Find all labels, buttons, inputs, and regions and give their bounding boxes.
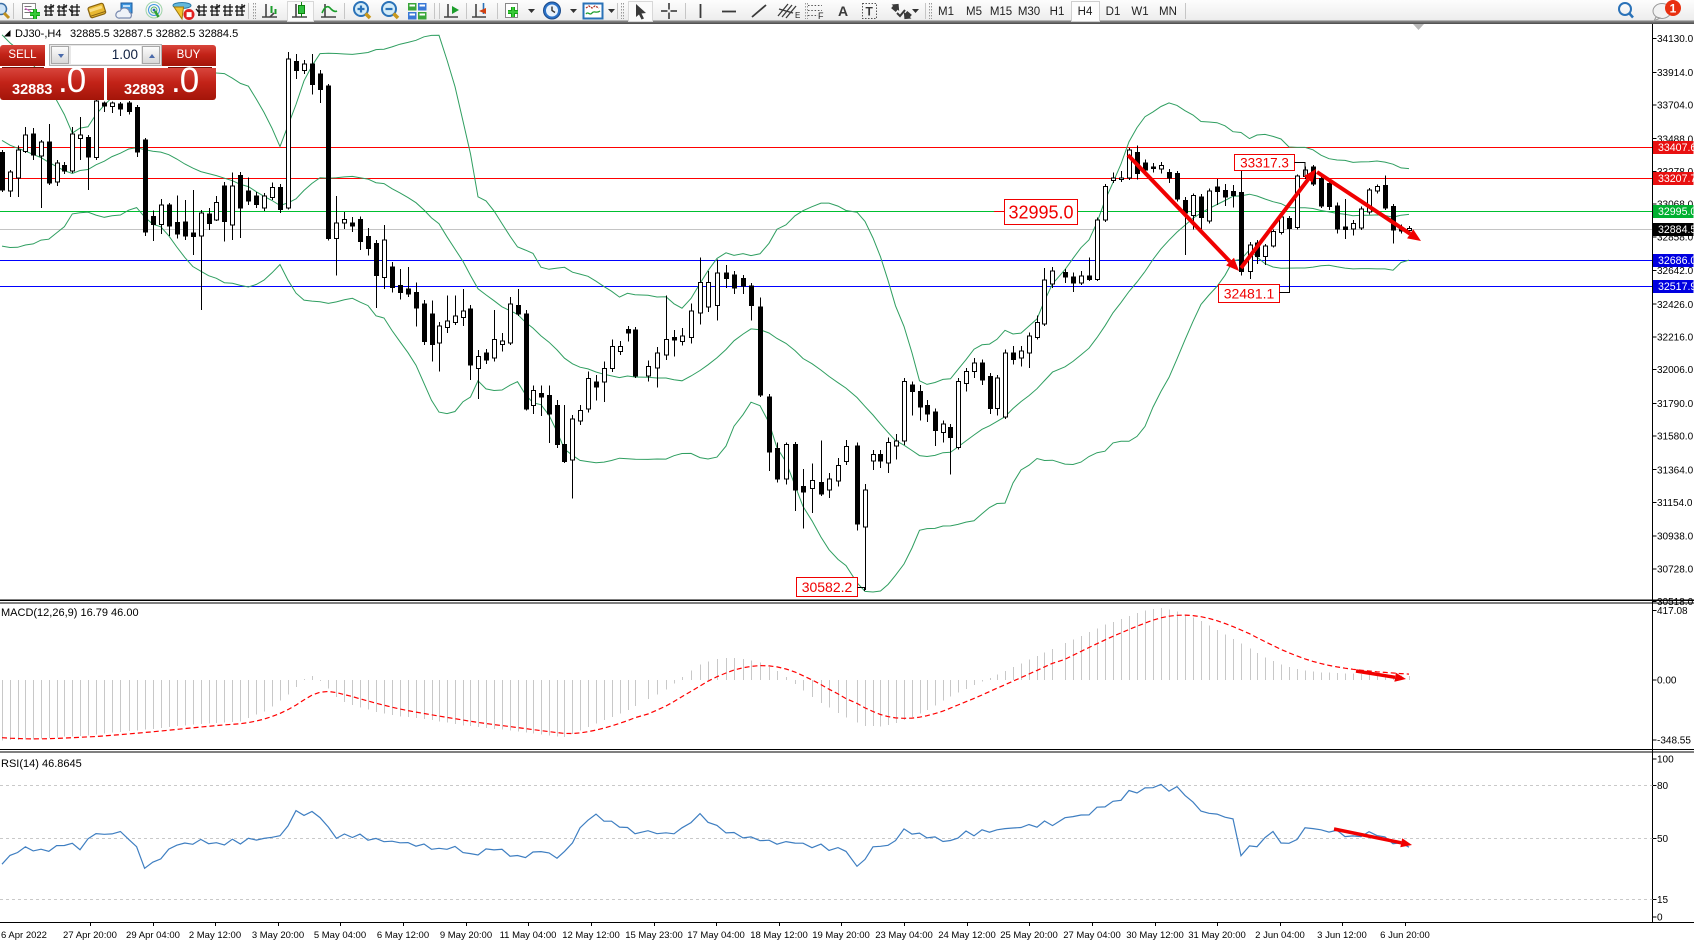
- svg-text:D1: D1: [1106, 6, 1121, 18]
- svg-text:23 May 04:00: 23 May 04:00: [875, 930, 933, 941]
- svg-text:34130.0: 34130.0: [1657, 34, 1694, 45]
- svg-text:2 Jun 04:00: 2 Jun 04:00: [1255, 930, 1305, 941]
- svg-text:32995.0: 32995.0: [1008, 203, 1073, 223]
- svg-text:25 May 20:00: 25 May 20:00: [1000, 930, 1058, 941]
- svg-text:32686.0: 32686.0: [1658, 255, 1694, 267]
- svg-text:80: 80: [1657, 781, 1669, 792]
- svg-text:3 Jun 12:00: 3 Jun 12:00: [1317, 930, 1367, 941]
- svg-text:33407.6: 33407.6: [1658, 142, 1694, 154]
- svg-text:32216.0: 32216.0: [1657, 333, 1694, 344]
- svg-text:E: E: [795, 11, 800, 20]
- svg-text:6 Apr 2022: 6 Apr 2022: [1, 930, 47, 941]
- svg-text:M15: M15: [990, 6, 1012, 18]
- svg-text:32517.9: 32517.9: [1658, 281, 1694, 293]
- svg-text:M30: M30: [1018, 6, 1040, 18]
- svg-text:50: 50: [1657, 834, 1669, 845]
- svg-text:0: 0: [1657, 913, 1663, 924]
- svg-text:6 Jun 20:00: 6 Jun 20:00: [1380, 930, 1430, 941]
- svg-text:31790.0: 31790.0: [1657, 399, 1694, 410]
- svg-text:15: 15: [1657, 895, 1669, 906]
- svg-text:31154.0: 31154.0: [1657, 498, 1693, 509]
- svg-text:31364.0: 31364.0: [1657, 465, 1694, 476]
- svg-text:33207.7: 33207.7: [1658, 173, 1694, 185]
- svg-text:2 May 12:00: 2 May 12:00: [189, 930, 241, 941]
- svg-text:33317.3: 33317.3: [1240, 155, 1289, 170]
- svg-text:11 May 04:00: 11 May 04:00: [500, 930, 557, 941]
- svg-text:24 May 12:00: 24 May 12:00: [938, 930, 996, 941]
- svg-text:H4: H4: [1078, 6, 1093, 18]
- svg-text:27 May 04:00: 27 May 04:00: [1063, 930, 1121, 941]
- svg-text:F: F: [818, 11, 824, 21]
- svg-text:30582.2: 30582.2: [802, 579, 853, 595]
- svg-text:32426.0: 32426.0: [1657, 300, 1694, 311]
- svg-text:MN: MN: [1159, 6, 1177, 18]
- svg-text:H1: H1: [1050, 6, 1065, 18]
- svg-text:30518.0: 30518.0: [1657, 597, 1694, 608]
- svg-text:100: 100: [1657, 755, 1674, 766]
- svg-text:32481.1: 32481.1: [1224, 286, 1275, 302]
- svg-text:30728.0: 30728.0: [1657, 564, 1694, 575]
- svg-text:DJ30-,H4: DJ30-,H4: [15, 28, 61, 40]
- svg-text:32642.0: 32642.0: [1657, 266, 1694, 277]
- svg-text:17 May 04:00: 17 May 04:00: [687, 930, 745, 941]
- svg-text:RSI(14) 46.8645: RSI(14) 46.8645: [1, 758, 82, 770]
- svg-text:18 May 12:00: 18 May 12:00: [750, 930, 808, 941]
- svg-text:M1: M1: [938, 6, 954, 18]
- svg-text:M5: M5: [966, 6, 982, 18]
- svg-text:12 May 12:00: 12 May 12:00: [562, 930, 620, 941]
- svg-text:T: T: [866, 5, 874, 19]
- svg-text:5 May 04:00: 5 May 04:00: [314, 930, 366, 941]
- svg-text:6 May 12:00: 6 May 12:00: [377, 930, 429, 941]
- svg-text:30 May 12:00: 30 May 12:00: [1126, 930, 1184, 941]
- svg-text:A: A: [838, 3, 848, 19]
- svg-text:15 May 23:00: 15 May 23:00: [625, 930, 683, 941]
- svg-text:31580.0: 31580.0: [1657, 432, 1694, 443]
- svg-text:-348.55: -348.55: [1657, 736, 1691, 747]
- svg-text:32885.5 32887.5 32882.5 32884.: 32885.5 32887.5 32882.5 32884.5: [70, 28, 238, 40]
- svg-text:MACD(12,26,9) 16.79 46.00: MACD(12,26,9) 16.79 46.00: [1, 607, 139, 619]
- svg-text:33488.0: 33488.0: [1657, 134, 1694, 145]
- svg-text:0.00: 0.00: [1657, 676, 1677, 687]
- svg-text:31 May 20:00: 31 May 20:00: [1188, 930, 1246, 941]
- svg-text:33704.0: 33704.0: [1657, 101, 1694, 112]
- svg-text:W1: W1: [1131, 6, 1148, 18]
- svg-text:32858.0: 32858.0: [1657, 233, 1694, 244]
- svg-text:32884.5: 32884.5: [1658, 224, 1694, 236]
- svg-text:29 Apr 04:00: 29 Apr 04:00: [126, 930, 180, 941]
- svg-text:27 Apr 20:00: 27 Apr 20:00: [63, 930, 117, 941]
- svg-text:9 May 20:00: 9 May 20:00: [440, 930, 492, 941]
- svg-text:1: 1: [1670, 2, 1677, 16]
- svg-text:32006.0: 32006.0: [1657, 365, 1694, 376]
- svg-text:3 May 20:00: 3 May 20:00: [252, 930, 304, 941]
- svg-text:33914.0: 33914.0: [1657, 68, 1694, 79]
- svg-text:30938.0: 30938.0: [1657, 532, 1694, 543]
- svg-text:32995.0: 32995.0: [1658, 206, 1694, 218]
- svg-text:417.08: 417.08: [1657, 606, 1688, 617]
- svg-text:19 May 20:00: 19 May 20:00: [812, 930, 870, 941]
